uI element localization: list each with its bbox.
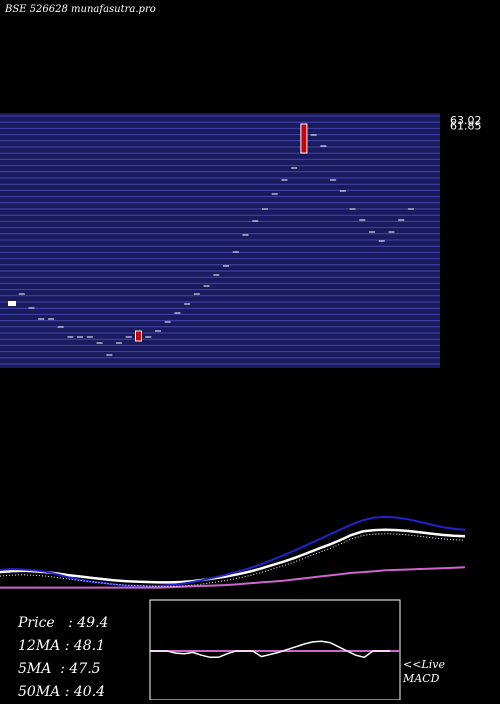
down-candle [300, 123, 308, 154]
chart-header: BSE 526628 munafasutra.pro [5, 4, 156, 15]
stats-panel: Price : 49.4 12MA : 48.1 5MA : 47.5 50MA… [18, 612, 108, 704]
site-name: munafasutra.pro [71, 4, 156, 15]
macd-label: <<Live MACD [403, 658, 445, 686]
ma-dotted-line [0, 533, 466, 587]
ma-line-50ma [0, 566, 466, 589]
y-tick-label: 63.02 [450, 114, 482, 127]
exchange-code: BSE 526628 [5, 4, 68, 15]
first-candle [8, 301, 16, 306]
live-link[interactable]: <<Live [403, 658, 445, 671]
ma12-stat: 12MA : 48.1 [18, 638, 106, 654]
ma-line-5ma [0, 515, 466, 588]
macd-line [150, 640, 390, 659]
y-tick-label: 61.85 [450, 120, 482, 133]
ma-line-12ma [0, 528, 466, 584]
ma50-stat: 50MA : 40.4 [18, 684, 106, 700]
macd-title: MACD [403, 672, 440, 685]
price-stat: Price : 49.4 [18, 615, 109, 631]
down-candle [134, 330, 142, 342]
ma5-stat: 5MA : 47.5 [18, 661, 101, 677]
